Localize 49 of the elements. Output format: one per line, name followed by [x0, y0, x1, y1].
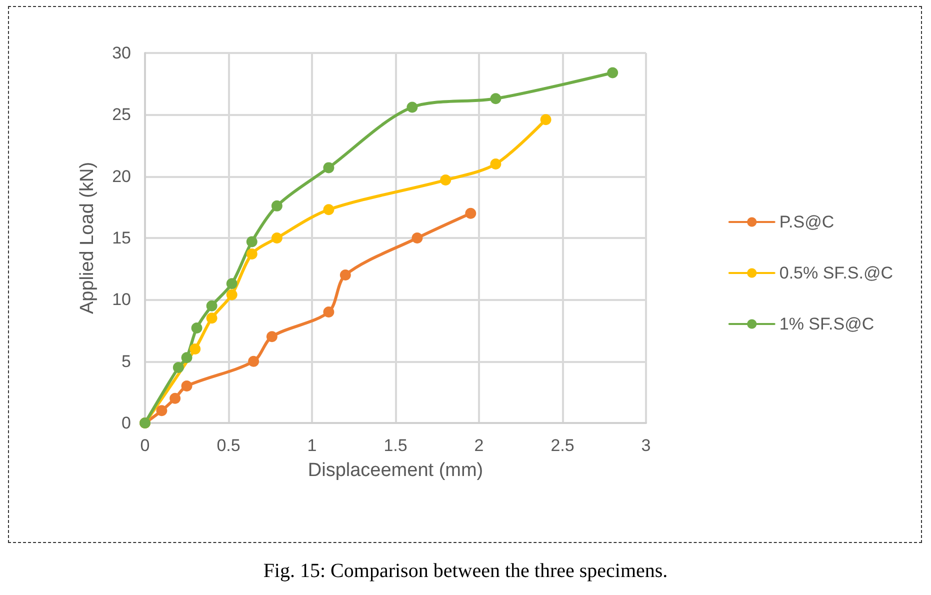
- y-tick-label: 25: [112, 105, 131, 124]
- point: [226, 289, 238, 300]
- point: [540, 114, 552, 126]
- caption: Fig. 15: Comparison between the three specimens.: [262, 560, 669, 583]
- point: [190, 344, 201, 354]
- point: [181, 352, 192, 364]
- point: [323, 162, 334, 174]
- point: [607, 67, 618, 78]
- point: [271, 200, 282, 212]
- point: [206, 312, 218, 324]
- point: [266, 331, 278, 342]
- point: [323, 204, 334, 216]
- y-axis-title: Applied Load (kN): [77, 162, 98, 314]
- y-tick-label: 15: [112, 228, 131, 248]
- point: [181, 380, 192, 392]
- legend-label: 1% SF.S@C: [779, 314, 874, 334]
- point: [172, 362, 184, 373]
- point: [170, 392, 181, 404]
- point: [465, 208, 476, 219]
- point: [226, 278, 238, 290]
- x-tick-label: 0: [140, 436, 150, 455]
- y-tick-label: 0: [122, 414, 131, 432]
- point: [206, 300, 218, 312]
- x-tick-label: 1.5: [384, 436, 408, 455]
- point: [248, 356, 260, 367]
- point: [191, 322, 202, 334]
- point: [440, 174, 452, 186]
- point: [490, 158, 502, 170]
- point: [156, 405, 168, 416]
- legend-label: 0.5% SF.S.@C: [779, 264, 894, 282]
- point: [490, 93, 502, 104]
- x-tick-label: 2.5: [550, 436, 574, 455]
- x-tick-label: 0.5: [216, 436, 240, 455]
- point: [246, 248, 258, 260]
- x-tick-label: 3: [641, 436, 651, 455]
- point: [323, 306, 334, 318]
- point: [246, 236, 258, 248]
- legend-label: P.S@C: [779, 212, 834, 232]
- point: [406, 102, 418, 113]
- point: [340, 270, 351, 280]
- x-tick-label: 2: [474, 436, 484, 455]
- x-axis-title: Displaceement (mm): [308, 460, 484, 481]
- y-tick-label: 5: [122, 352, 131, 371]
- y-tick-label: 20: [112, 166, 131, 186]
- point: [412, 232, 423, 244]
- point: [271, 232, 282, 244]
- y-tick-label: 10: [112, 290, 131, 310]
- y-tick-label: 30: [112, 44, 131, 62]
- x-tick-label: 1: [307, 436, 317, 455]
